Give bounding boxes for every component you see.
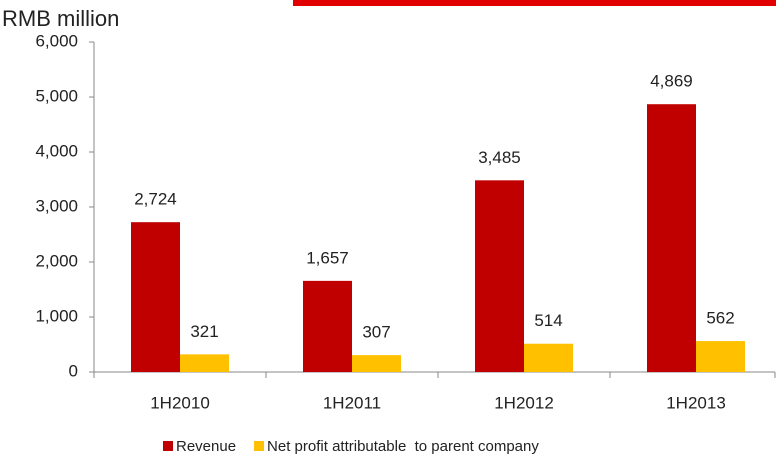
value-label: 2,724 [134, 190, 177, 209]
chart-title: RMB million [2, 6, 119, 31]
y-tick-label: 6,000 [35, 31, 78, 50]
bar [352, 355, 401, 372]
legend-swatch [163, 441, 173, 451]
x-tick-label: 1H2010 [150, 393, 210, 412]
x-tick-label: 1H2013 [666, 393, 726, 412]
bar [180, 354, 229, 372]
bar [131, 222, 180, 372]
y-tick-label: 4,000 [35, 141, 78, 160]
y-tick-label: 5,000 [35, 86, 78, 105]
bar [475, 180, 524, 372]
value-label: 562 [706, 309, 734, 328]
y-tick-label: 2,000 [35, 251, 78, 270]
y-tick-label: 1,000 [35, 306, 78, 325]
x-tick-label: 1H2011 [323, 393, 381, 412]
bar [303, 280, 352, 372]
y-tick-label: 0 [69, 361, 78, 380]
header-bar [293, 0, 776, 6]
value-label: 514 [534, 311, 562, 330]
legend-label: Revenue [176, 438, 236, 455]
legend-swatch [254, 441, 265, 451]
bar [524, 343, 573, 372]
value-label: 4,869 [650, 72, 693, 91]
y-tick-label: 3,000 [35, 196, 78, 215]
x-tick-label: 1H2012 [494, 393, 554, 412]
bar [696, 341, 745, 372]
value-label: 307 [362, 323, 390, 342]
bar [647, 104, 696, 372]
value-label: 321 [190, 322, 218, 341]
value-label: 1,657 [306, 248, 349, 267]
legend-label: Net profit attributable to parent compan… [267, 438, 539, 455]
value-label: 3,485 [478, 148, 521, 167]
